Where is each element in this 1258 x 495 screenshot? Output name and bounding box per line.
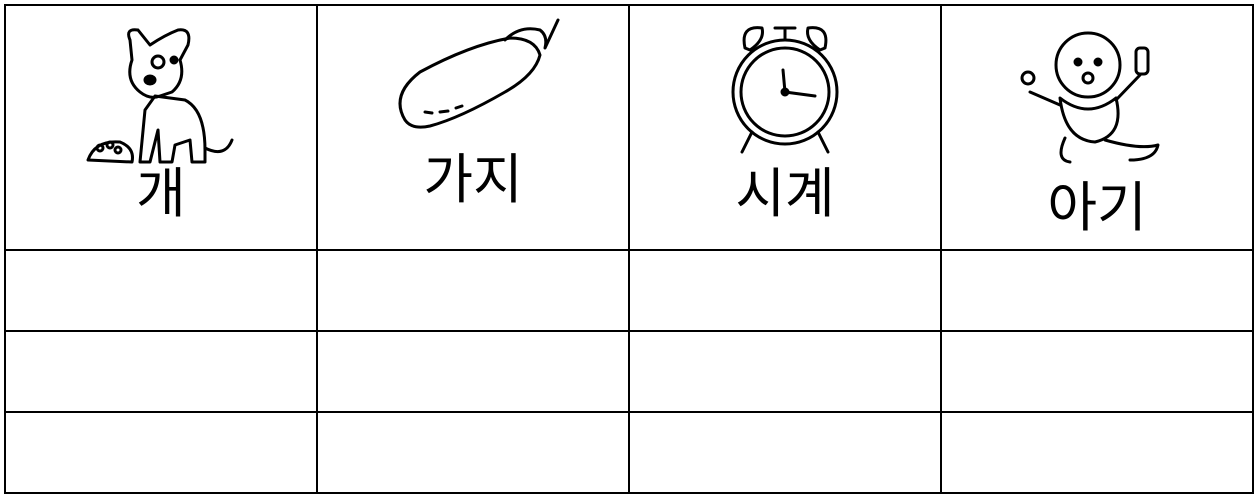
dog-picture bbox=[86, 28, 234, 164]
baby-picture bbox=[1020, 31, 1160, 164]
clock-picture bbox=[731, 26, 839, 154]
word-label: 개 bbox=[136, 162, 186, 225]
table-grid bbox=[4, 4, 1254, 494]
eggplant-picture bbox=[398, 18, 560, 129]
word-label: 가지 bbox=[423, 148, 522, 211]
word-label: 아기 bbox=[1047, 176, 1146, 239]
word-label: 시계 bbox=[735, 162, 834, 225]
